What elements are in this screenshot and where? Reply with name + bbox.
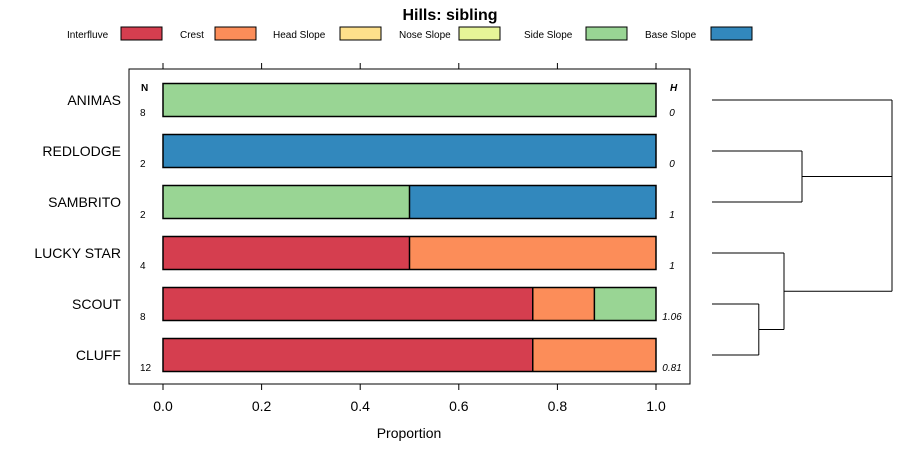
legend-swatch-base-slope xyxy=(710,26,753,41)
n-value-lucky-star: 4 xyxy=(140,261,146,272)
x-axis-title: Proportion xyxy=(377,425,442,441)
bar-segment-animas-side-slope xyxy=(163,83,656,117)
bar-segment-sambrito-side-slope xyxy=(163,185,410,219)
n-value-scout: 8 xyxy=(140,312,146,323)
n-value-cluff: 12 xyxy=(140,363,152,374)
top-axis-ticks xyxy=(162,63,657,69)
h-value-scout: 1.06 xyxy=(662,312,682,323)
legend-label-side-slope: Side Slope xyxy=(524,30,573,41)
row-labels: ANIMAS REDLODGE SAMBRITO LUCKY STAR SCOUT CLU… xyxy=(34,92,121,363)
legend-label-head-slope: Head Slope xyxy=(273,30,326,41)
h-value-cluff: 0.81 xyxy=(662,363,681,374)
row-label-redlodge: REDLODGE xyxy=(42,143,121,159)
row-label-lucky-star: LUCKY STAR xyxy=(34,245,121,261)
h-header: H xyxy=(670,83,678,94)
legend-swatch-crest xyxy=(214,26,257,41)
row-label-scout: SCOUT xyxy=(72,296,121,312)
bar-segment-scout-interfluve xyxy=(163,287,533,321)
n-header: N xyxy=(141,83,148,94)
x-tick-label: 0.2 xyxy=(252,398,272,414)
bar-outline-cluff xyxy=(162,337,657,373)
legend-swatch-interfluve xyxy=(120,26,163,41)
legend-label-nose-slope: Nose Slope xyxy=(399,30,451,41)
bar-outline-sambrito xyxy=(162,184,657,220)
plot-frame xyxy=(128,68,691,385)
x-tick-label: 0.8 xyxy=(548,398,568,414)
bars xyxy=(162,82,657,373)
bar-segment-scout-crest xyxy=(532,287,595,321)
legend-swatch-head-slope xyxy=(339,26,382,41)
bar-segment-cluff-interfluve xyxy=(163,338,533,372)
n-value-redlodge: 2 xyxy=(140,159,146,170)
legend-label-crest: Crest xyxy=(180,30,204,41)
h-value-lucky-star: 1 xyxy=(669,261,675,272)
legend-swatch-nose-slope xyxy=(458,26,501,41)
legend-label-base-slope: Base Slope xyxy=(645,30,697,41)
bar-outline-animas xyxy=(162,82,657,118)
dendrogram xyxy=(712,99,893,356)
bar-segment-redlodge-base-slope xyxy=(163,134,656,168)
x-axis: 0.0 0.2 0.4 0.6 0.8 1.0 xyxy=(153,384,666,414)
bar-outline-lucky-star xyxy=(162,235,657,271)
n-value-animas: 8 xyxy=(140,108,146,119)
h-value-redlodge: 0 xyxy=(669,159,675,170)
row-label-cluff: CLUFF xyxy=(76,347,121,363)
legend-swatch-side-slope xyxy=(585,26,628,41)
h-value-sambrito: 1 xyxy=(669,210,675,221)
n-value-sambrito: 2 xyxy=(140,210,146,221)
x-tick-label: 0.0 xyxy=(153,398,173,414)
bar-segment-cluff-crest xyxy=(532,338,656,372)
chart-title: Hills: sibling xyxy=(402,7,497,24)
bar-segment-scout-side-slope xyxy=(594,287,656,321)
h-values: 0 0 1 1 1.06 0.81 xyxy=(662,108,682,374)
bar-segment-lucky-star-crest xyxy=(409,236,656,270)
h-value-animas: 0 xyxy=(669,108,675,119)
n-values: 8 2 2 4 8 12 xyxy=(140,108,152,374)
legend-label-interfluve: Interfluve xyxy=(67,30,109,41)
bar-outline-scout xyxy=(162,286,657,322)
x-tick-label: 0.6 xyxy=(449,398,469,414)
row-label-animas: ANIMAS xyxy=(67,92,121,108)
bar-outline-redlodge xyxy=(162,133,657,169)
bar-segment-lucky-star-interfluve xyxy=(163,236,410,270)
legend: Interfluve Crest Head Slope Nose Slope Side … xyxy=(67,26,753,41)
row-label-sambrito: SAMBRITO xyxy=(48,194,121,210)
bar-segment-sambrito-base-slope xyxy=(409,185,656,219)
x-tick-label: 1.0 xyxy=(646,398,666,414)
x-tick-label: 0.4 xyxy=(350,398,370,414)
